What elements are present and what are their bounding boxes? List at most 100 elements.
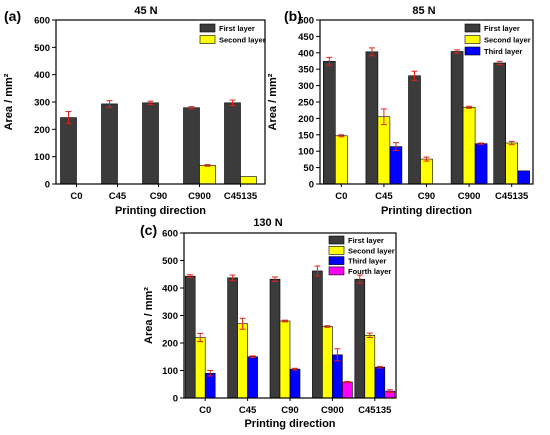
legend-entry: Fourth layer [348,267,391,276]
bar-first-layer-c900 [450,51,464,185]
bar-second-layer-c900 [199,165,216,185]
y-tick-label: 500 [34,43,50,54]
x-tick-label-c900: C900 [188,191,211,202]
y-tick-label: 450 [298,32,314,43]
bar-third-layer-c900 [474,143,488,185]
bar-first-layer-c0 [184,275,196,399]
y-tick-label: 500 [298,16,314,27]
bar-third-layer-c45135 [374,366,386,399]
legend-swatch-second-layer [199,35,216,44]
panel-label: (a) [4,8,21,24]
bar-first-layer-c900 [312,270,323,399]
y-tick-label: 200 [298,114,314,125]
legend-entry: First layer [348,236,384,245]
legend: First layer Second layer Third layer [464,23,531,56]
bar-second-layer-c45135 [364,334,376,399]
panel-label: (c) [140,222,157,238]
bar-third-layer-c45 [247,356,258,399]
legend-entry: Third layer [348,257,386,266]
legend-entry: Second layer [219,36,266,45]
bar-second-layer-c45135 [240,176,257,185]
bar-second-layer-c0 [334,135,348,185]
chart-panel-85-n: (b) 85 N C0 C45 C90 C900 C45135 0 50 100 150 200 250… [267,5,534,217]
x-axis-label: Printing direction [115,205,206,217]
bar-second-layer-c45 [237,323,248,399]
x-tick-label-c90: C90 [281,405,298,416]
x-tick-label-c45135: C45135 [224,191,258,202]
bar-first-layer-c0 [60,117,77,185]
x-tick-label-c900: C900 [458,191,481,202]
x-tick-label-c90: C90 [418,191,435,202]
legend-swatch-first-layer [328,235,345,245]
y-tick-label: 50 [303,163,314,174]
x-tick-label-c900: C900 [321,405,344,416]
bar-first-layer-c45135 [354,278,366,399]
x-axis-label: Printing direction [381,205,472,217]
bar-third-layer-c0 [204,372,216,399]
bar-third-layer-c45135 [517,170,531,185]
bar-second-layer-c45135 [505,142,519,185]
bar-third-layer-c90 [289,368,301,399]
x-tick-label-c45135: C45135 [495,191,529,202]
bar-first-layer-c45 [101,103,118,185]
chart-panel-130-n: (c) 130 N C0 C45 C90 C900 C45135 0 100 200 300 400 5… [140,217,397,430]
chart-panel-45-n: (a) 45 N C0 C45 C90 C900 C45135 0 100 200 300 400 50… [3,5,266,217]
y-tick-label: 350 [298,65,314,76]
chart-title: 130 N [253,217,282,229]
bar-second-layer-c90 [279,320,291,399]
y-tick-label: 500 [162,256,178,267]
bar-first-layer-c90 [408,75,421,185]
y-tick-label: 100 [34,152,50,163]
x-tick-label-c45135: C45135 [358,405,392,416]
y-axis-label: Area / mm² [267,73,279,130]
bar-first-layer-c45135 [493,62,507,185]
legend-entry: First layer [219,24,255,33]
bar-second-layer-c45 [377,116,391,185]
y-tick-label: 400 [162,284,178,295]
bar-first-layer-c90 [142,102,159,185]
y-axis-label: Area / mm² [3,73,15,130]
y-tick-label: 250 [298,98,314,109]
bar-third-layer-c45 [389,146,403,185]
chart-title: 45 N [134,5,157,17]
y-tick-label: 300 [34,98,50,109]
y-tick-label: 0 [45,180,50,191]
y-tick-label: 0 [173,394,178,405]
y-tick-label: 150 [298,130,314,141]
legend: First layer Second layer [199,23,266,45]
legend-entry: Second layer [484,36,531,45]
y-tick-label: 0 [309,180,314,191]
bar-first-layer-c900 [183,107,200,185]
x-tick-label-c0: C0 [335,191,347,202]
y-tick-label: 200 [162,339,178,350]
bar-second-layer-c900 [322,326,333,399]
x-tick-label-c0: C0 [70,191,82,202]
legend-entry: Second layer [348,246,395,255]
legend-swatch-third-layer [464,46,481,56]
bar-fourth-layer-c900 [342,381,353,399]
x-tick-label-c45: C45 [239,405,257,416]
legend-swatch-first-layer [199,23,216,33]
bar-first-layer-c90 [269,278,281,399]
y-tick-label: 400 [34,70,50,81]
bar-second-layer-c0 [194,337,206,399]
x-tick-label-c45: C45 [375,191,393,202]
bar-second-layer-c90 [420,158,433,185]
legend-swatch-third-layer [328,256,345,265]
y-tick-label: 600 [34,16,50,27]
legend-swatch-first-layer [464,23,481,33]
legend-swatch-second-layer [328,246,345,255]
bar-first-layer-c45135 [224,102,241,185]
y-tick-label: 100 [162,366,178,377]
bar-first-layer-c45 [227,277,238,399]
y-tick-label: 200 [34,125,50,136]
y-tick-label: 300 [298,81,314,92]
y-tick-label: 100 [298,147,314,158]
panel-label: (b) [284,8,302,24]
bar-first-layer-c0 [322,61,336,185]
x-axis-label: Printing direction [244,418,335,430]
legend-swatch-fourth-layer [328,266,345,276]
bar-second-layer-c900 [462,106,476,185]
